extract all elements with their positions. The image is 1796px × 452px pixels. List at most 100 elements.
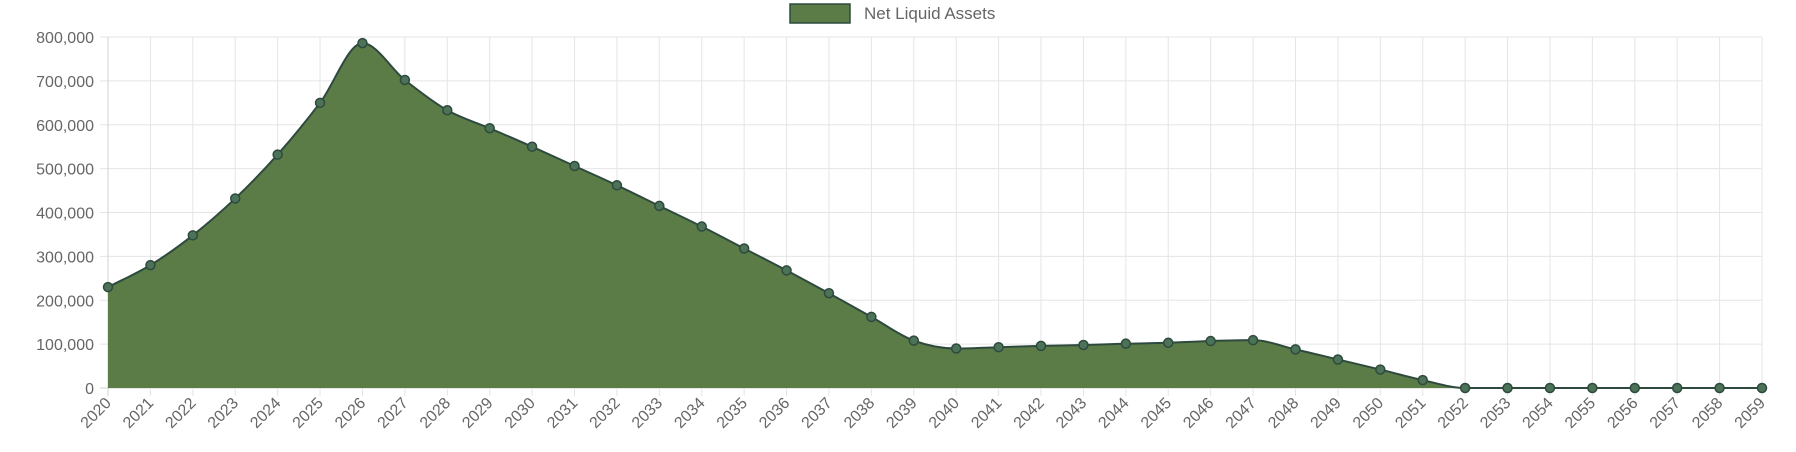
data-point-2042[interactable] — [1035, 340, 1047, 352]
data-point-2034[interactable] — [696, 221, 707, 232]
x-tick-label: 2051 — [1392, 395, 1429, 432]
x-tick-label: 2057 — [1647, 395, 1684, 432]
legend-label: Net Liquid Assets — [864, 4, 995, 23]
y-tick-label: 100,000 — [36, 337, 94, 354]
data-point-2054[interactable] — [1544, 382, 1556, 394]
data-point-2030[interactable] — [526, 141, 538, 152]
x-tick-label: 2046 — [1180, 395, 1217, 432]
x-tick-label: 2023 — [205, 395, 242, 432]
x-tick-label: 2044 — [1095, 395, 1132, 432]
x-tick-label: 2042 — [1011, 395, 1048, 432]
x-tick-label: 2059 — [1732, 395, 1769, 432]
data-point-2022[interactable] — [187, 230, 199, 241]
data-point-2035[interactable] — [738, 243, 750, 254]
area-layer — [107, 42, 1762, 389]
x-tick-label: 2037 — [799, 395, 836, 432]
y-axis-labels: 0 100,000 200,000 300,000 400,000 500,000 600,… — [36, 30, 94, 398]
data-point-2036[interactable] — [781, 265, 792, 276]
series-area-fill — [108, 43, 1762, 388]
data-point-2020[interactable] — [102, 281, 114, 293]
x-tick-label: 2052 — [1435, 395, 1472, 432]
data-point-2024[interactable] — [272, 149, 283, 160]
data-point-2029[interactable] — [484, 123, 495, 134]
data-point-2041[interactable] — [993, 341, 1004, 353]
x-tick-label: 2043 — [1053, 395, 1090, 432]
data-point-2039[interactable] — [908, 335, 920, 346]
data-point-2044[interactable] — [1120, 338, 1132, 349]
x-tick-label: 2031 — [544, 395, 581, 432]
y-tick-label: 200,000 — [36, 293, 94, 310]
data-point-2021[interactable] — [145, 259, 156, 271]
y-tick-label: 800,000 — [36, 30, 94, 47]
x-tick-label: 2039 — [883, 395, 920, 432]
data-point-2052[interactable] — [1459, 382, 1471, 394]
x-tick-label: 2056 — [1604, 395, 1641, 432]
y-tick-label: 0 — [85, 381, 94, 398]
data-point-2050[interactable] — [1375, 364, 1386, 375]
points-layer — [102, 37, 1768, 394]
data-point-2049[interactable] — [1332, 354, 1344, 365]
data-point-2031[interactable] — [569, 160, 580, 172]
x-tick-label: 2048 — [1265, 395, 1302, 432]
x-tick-label: 2047 — [1223, 395, 1260, 432]
y-tick-label: 500,000 — [36, 162, 94, 179]
data-point-2040[interactable] — [950, 343, 962, 354]
data-point-2053[interactable] — [1502, 382, 1513, 394]
x-tick-label: 2032 — [587, 395, 624, 432]
data-point-2048[interactable] — [1290, 344, 1301, 355]
x-tick-label: 2024 — [247, 395, 284, 432]
x-tick-label: 2035 — [714, 395, 751, 432]
data-point-2057[interactable] — [1671, 382, 1683, 394]
x-tick-label: 2025 — [290, 395, 327, 432]
data-point-2051[interactable] — [1417, 374, 1428, 386]
data-point-2027[interactable] — [399, 74, 411, 86]
x-tick-label: 2036 — [756, 395, 793, 432]
data-point-2028[interactable] — [442, 105, 453, 116]
data-point-2059[interactable] — [1756, 382, 1768, 394]
data-point-2047[interactable] — [1247, 334, 1259, 346]
data-point-2046[interactable] — [1205, 335, 1216, 347]
x-tick-label: 2040 — [926, 395, 963, 432]
data-point-2023[interactable] — [229, 193, 241, 204]
x-tick-label: 2045 — [1138, 395, 1175, 432]
x-tick-label: 2030 — [502, 395, 539, 432]
data-point-2038[interactable] — [866, 311, 877, 323]
x-tick-label: 2020 — [78, 395, 115, 432]
x-tick-label: 2054 — [1520, 395, 1557, 432]
data-point-2056[interactable] — [1629, 382, 1641, 394]
data-point-2032[interactable] — [611, 180, 623, 191]
x-tick-label: 2028 — [417, 395, 454, 432]
data-point-2037[interactable] — [823, 287, 835, 299]
data-point-2043[interactable] — [1078, 339, 1089, 351]
y-tick-label: 600,000 — [36, 118, 94, 135]
data-point-2045[interactable] — [1163, 337, 1174, 349]
x-tick-label: 2058 — [1689, 395, 1726, 432]
y-tick-label: 400,000 — [36, 206, 94, 223]
data-point-2026[interactable] — [357, 37, 368, 49]
x-tick-label: 2049 — [1308, 395, 1345, 432]
x-tick-label: 2026 — [332, 395, 369, 432]
x-tick-label: 2029 — [459, 395, 496, 432]
x-tick-label: 2055 — [1562, 395, 1599, 432]
x-tick-label: 2038 — [841, 395, 878, 432]
data-point-2033[interactable] — [654, 200, 665, 212]
data-point-2058[interactable] — [1714, 382, 1725, 394]
legend-swatch — [789, 3, 851, 24]
x-tick-label: 2050 — [1350, 395, 1387, 432]
data-point-2025[interactable] — [314, 97, 326, 109]
y-tick-label: 300,000 — [36, 249, 94, 266]
x-tick-label: 2053 — [1477, 395, 1514, 432]
x-tick-label: 2034 — [671, 395, 708, 432]
x-tick-label: 2033 — [629, 395, 666, 432]
series-line — [107, 42, 1762, 389]
x-axis-labels: 2020 2021 2022 2023 2024 2025 2026 2027 2028 2029… — [78, 395, 1769, 432]
x-tick-label: 2022 — [162, 395, 199, 432]
data-point-2055[interactable] — [1587, 382, 1598, 394]
legend[interactable]: Net Liquid Assets — [789, 3, 995, 24]
y-tick-label: 700,000 — [36, 74, 94, 91]
x-tick-label: 2041 — [968, 395, 1005, 432]
x-tick-label: 2027 — [375, 395, 412, 432]
x-tick-label: 2021 — [120, 395, 157, 432]
